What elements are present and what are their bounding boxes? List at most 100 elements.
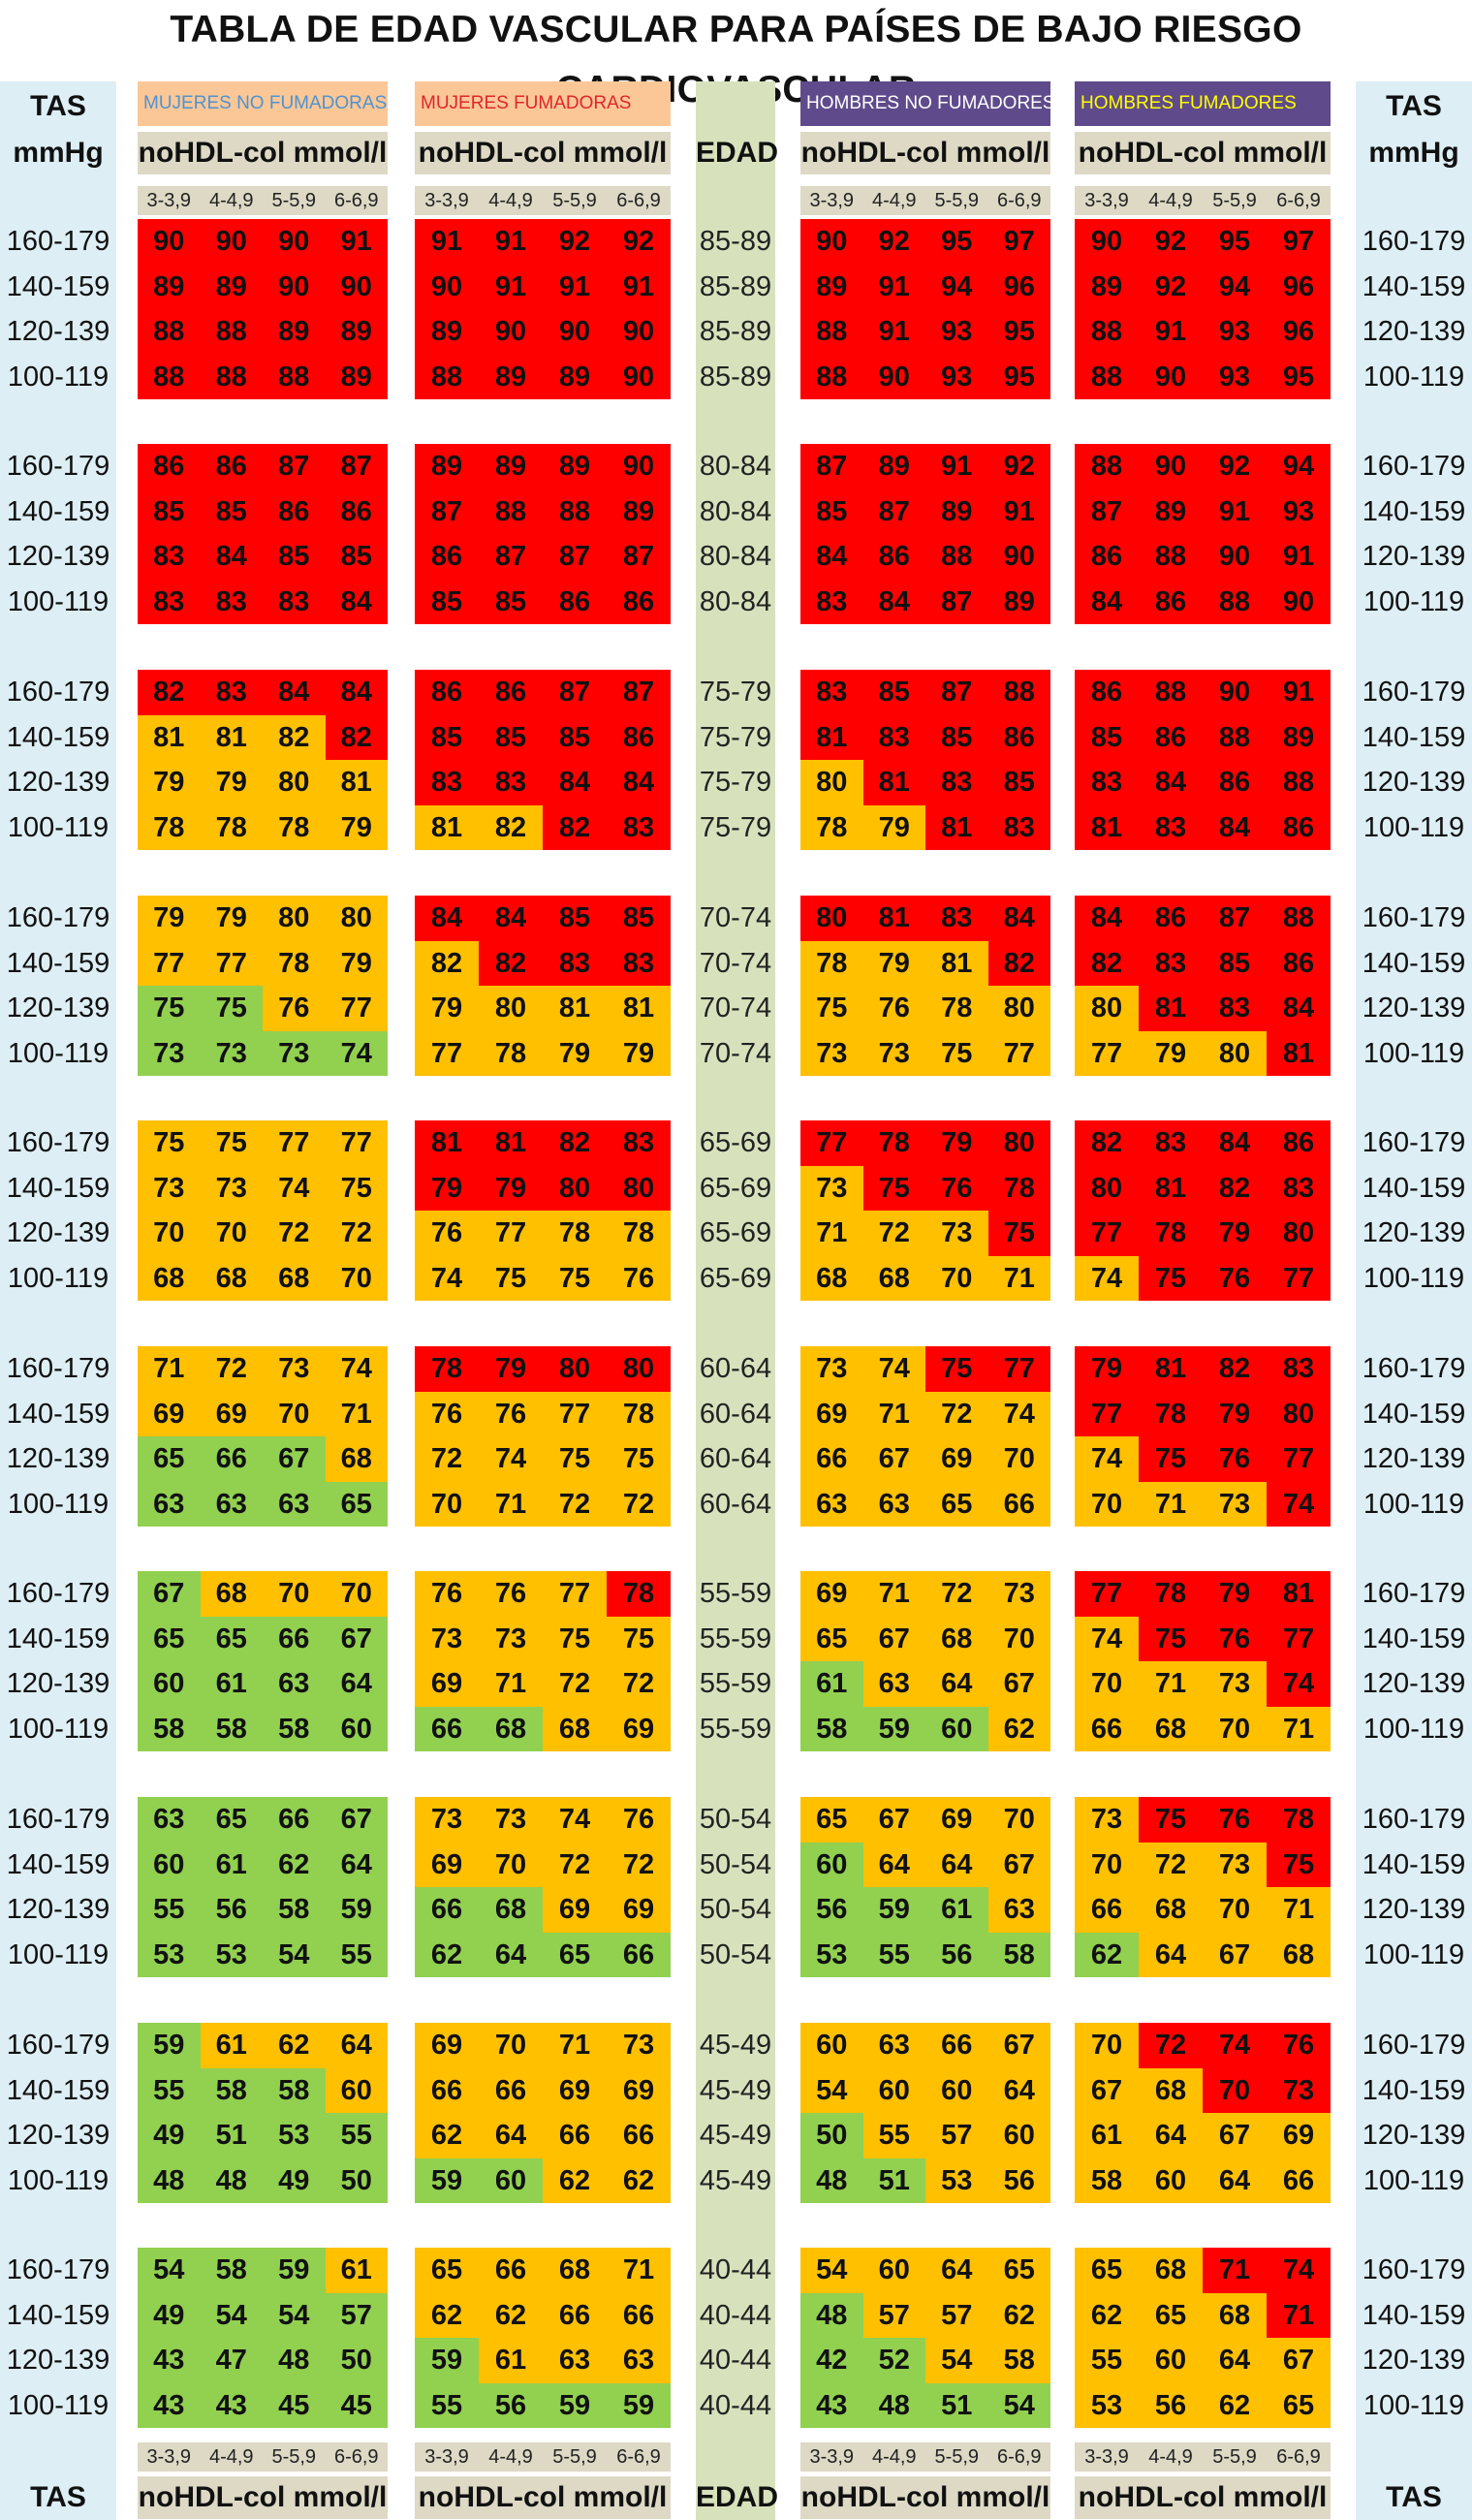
col-tick-label: 4-4,9 bbox=[871, 190, 917, 211]
vascular-age-cell: 72 bbox=[1139, 2023, 1203, 2068]
age-label: 40-44 bbox=[699, 2254, 772, 2285]
vascular-age-cell: 65 bbox=[800, 1616, 863, 1661]
vascular-age-cell: 75 bbox=[925, 1030, 988, 1076]
vascular-age-cell: 59 bbox=[325, 1887, 388, 1933]
vascular-age-cell: 66 bbox=[607, 2292, 671, 2338]
vascular-age-cell: 48 bbox=[800, 2292, 863, 2338]
vascular-age-cell: 61 bbox=[1075, 2113, 1139, 2158]
vascular-age-cell: 81 bbox=[415, 1120, 479, 1166]
vascular-age-cell: 71 bbox=[800, 1211, 863, 1256]
vascular-age-cell: 50 bbox=[800, 2113, 863, 2158]
vascular-age-cell: 85 bbox=[607, 896, 671, 941]
tas-row-label: 100-119 bbox=[1362, 2389, 1465, 2421]
age-label: 75-79 bbox=[699, 811, 772, 843]
vascular-age-cell: 65 bbox=[543, 1932, 607, 1977]
tas-row-label: 140-159 bbox=[1362, 1848, 1466, 1880]
vascular-age-cell: 53 bbox=[263, 2113, 326, 2158]
vascular-age-cell: 76 bbox=[1203, 1255, 1267, 1301]
vascular-age-cell: 73 bbox=[263, 1030, 326, 1076]
vascular-age-cell: 70 bbox=[479, 2023, 543, 2068]
vascular-age-cell: 64 bbox=[987, 2067, 1050, 2113]
vascular-age-cell: 82 bbox=[415, 940, 479, 986]
age-label: 65-69 bbox=[699, 1217, 772, 1248]
vascular-age-cell: 63 bbox=[138, 1797, 201, 1843]
vascular-age-cell: 84 bbox=[800, 534, 863, 580]
vascular-age-cell: 73 bbox=[415, 1797, 479, 1843]
age-label: 55-59 bbox=[699, 1713, 772, 1745]
vascular-age-cell: 78 bbox=[925, 986, 988, 1031]
vascular-age-cell: 79 bbox=[325, 804, 388, 850]
vascular-age-cell: 77 bbox=[263, 1120, 326, 1166]
vascular-age-cell: 86 bbox=[607, 714, 671, 760]
col-tick-label: 3-3,9 bbox=[424, 2446, 469, 2468]
tas-row-label: 120-139 bbox=[6, 2120, 110, 2151]
vascular-age-cell: 95 bbox=[987, 309, 1050, 355]
vascular-age-cell: 73 bbox=[1203, 1842, 1267, 1887]
col-header-bottom-0: noHDL-col mmol/l bbox=[138, 2476, 388, 2519]
vascular-age-cell: 83 bbox=[138, 579, 201, 624]
vascular-age-cell: 60 bbox=[862, 2067, 925, 2113]
vascular-age-cell: 66 bbox=[415, 1887, 479, 1933]
vascular-age-cell: 93 bbox=[1203, 309, 1267, 355]
age-label: 85-89 bbox=[699, 270, 772, 302]
age-label: 70-74 bbox=[699, 902, 772, 933]
tas-row-label: 100-119 bbox=[7, 2389, 110, 2421]
vascular-age-cell: 83 bbox=[1267, 1165, 1331, 1211]
vascular-age-cell: 73 bbox=[925, 1211, 988, 1256]
vascular-age-cell: 66 bbox=[263, 1797, 326, 1843]
vascular-age-cell: 76 bbox=[862, 986, 925, 1031]
vascular-age-cell: 81 bbox=[862, 760, 925, 805]
vascular-age-cell: 77 bbox=[1267, 1616, 1331, 1661]
vascular-age-cell: 66 bbox=[415, 1706, 479, 1751]
vascular-age-cell: 63 bbox=[862, 1661, 925, 1707]
vascular-age-cell: 89 bbox=[415, 309, 479, 355]
vascular-age-cell: 77 bbox=[1075, 1571, 1139, 1617]
vascular-age-cell: 82 bbox=[987, 940, 1050, 986]
tas-row-label: 100-119 bbox=[7, 811, 110, 843]
vascular-age-cell: 88 bbox=[1075, 309, 1139, 355]
vascular-age-cell: 76 bbox=[607, 1255, 671, 1301]
vascular-age-cell: 86 bbox=[1075, 670, 1139, 715]
vascular-age-cell: 73 bbox=[138, 1165, 201, 1211]
tas-row-label: 140-159 bbox=[6, 721, 110, 753]
vascular-age-cell: 56 bbox=[800, 1887, 863, 1933]
vascular-age-cell: 69 bbox=[415, 1661, 479, 1707]
tas-row-label: 160-179 bbox=[6, 1804, 110, 1835]
vascular-age-cell: 64 bbox=[1203, 2158, 1267, 2203]
vascular-age-cell: 72 bbox=[543, 1661, 607, 1707]
vascular-age-cell: 78 bbox=[138, 804, 201, 850]
vascular-age-cell: 60 bbox=[1139, 2158, 1203, 2203]
tas-footer-right: TAS bbox=[1386, 2481, 1442, 2513]
vascular-age-cell: 79 bbox=[138, 896, 201, 941]
vascular-age-cell: 64 bbox=[862, 1842, 925, 1887]
age-label: 70-74 bbox=[699, 947, 772, 979]
tas-row-label: 160-179 bbox=[1362, 902, 1466, 933]
tas-column-left-bg bbox=[0, 81, 116, 2520]
col-ticks-bottom-1: 3-3,9 4-4,9 5-5,9 6-6,9 bbox=[415, 2442, 671, 2472]
tas-row-label: 100-119 bbox=[7, 361, 110, 393]
vascular-age-cell: 80 bbox=[1267, 1391, 1331, 1436]
vascular-age-cell: 62 bbox=[987, 2292, 1050, 2338]
vascular-age-cell: 70 bbox=[987, 1436, 1050, 1482]
vascular-age-cell: 66 bbox=[479, 2248, 543, 2293]
vascular-age-cell: 67 bbox=[263, 1436, 326, 1482]
vascular-age-cell: 85 bbox=[138, 488, 201, 534]
vascular-age-cell: 85 bbox=[263, 534, 326, 580]
tas-row-label: 120-139 bbox=[1362, 992, 1466, 1024]
tas-row-label: 160-179 bbox=[6, 1127, 110, 1158]
vascular-age-cell: 53 bbox=[1075, 2382, 1139, 2428]
vascular-age-cell: 81 bbox=[1139, 1346, 1203, 1392]
vascular-age-cell: 77 bbox=[1267, 1436, 1331, 1482]
vascular-age-cell: 62 bbox=[987, 1706, 1050, 1751]
vascular-age-cell: 84 bbox=[479, 896, 543, 941]
vascular-age-cell: 56 bbox=[925, 1932, 988, 1977]
col-tick-label: 3-3,9 bbox=[809, 2446, 855, 2468]
vascular-age-cell: 43 bbox=[800, 2382, 863, 2428]
vascular-age-cell: 80 bbox=[800, 896, 863, 941]
age-label: 75-79 bbox=[699, 721, 772, 753]
vascular-age-cell: 91 bbox=[479, 264, 543, 309]
age-label: 50-54 bbox=[699, 1804, 772, 1835]
vascular-age-cell: 69 bbox=[1267, 2113, 1331, 2158]
vascular-age-cell: 73 bbox=[987, 1571, 1050, 1617]
vascular-age-cell: 96 bbox=[987, 264, 1050, 309]
